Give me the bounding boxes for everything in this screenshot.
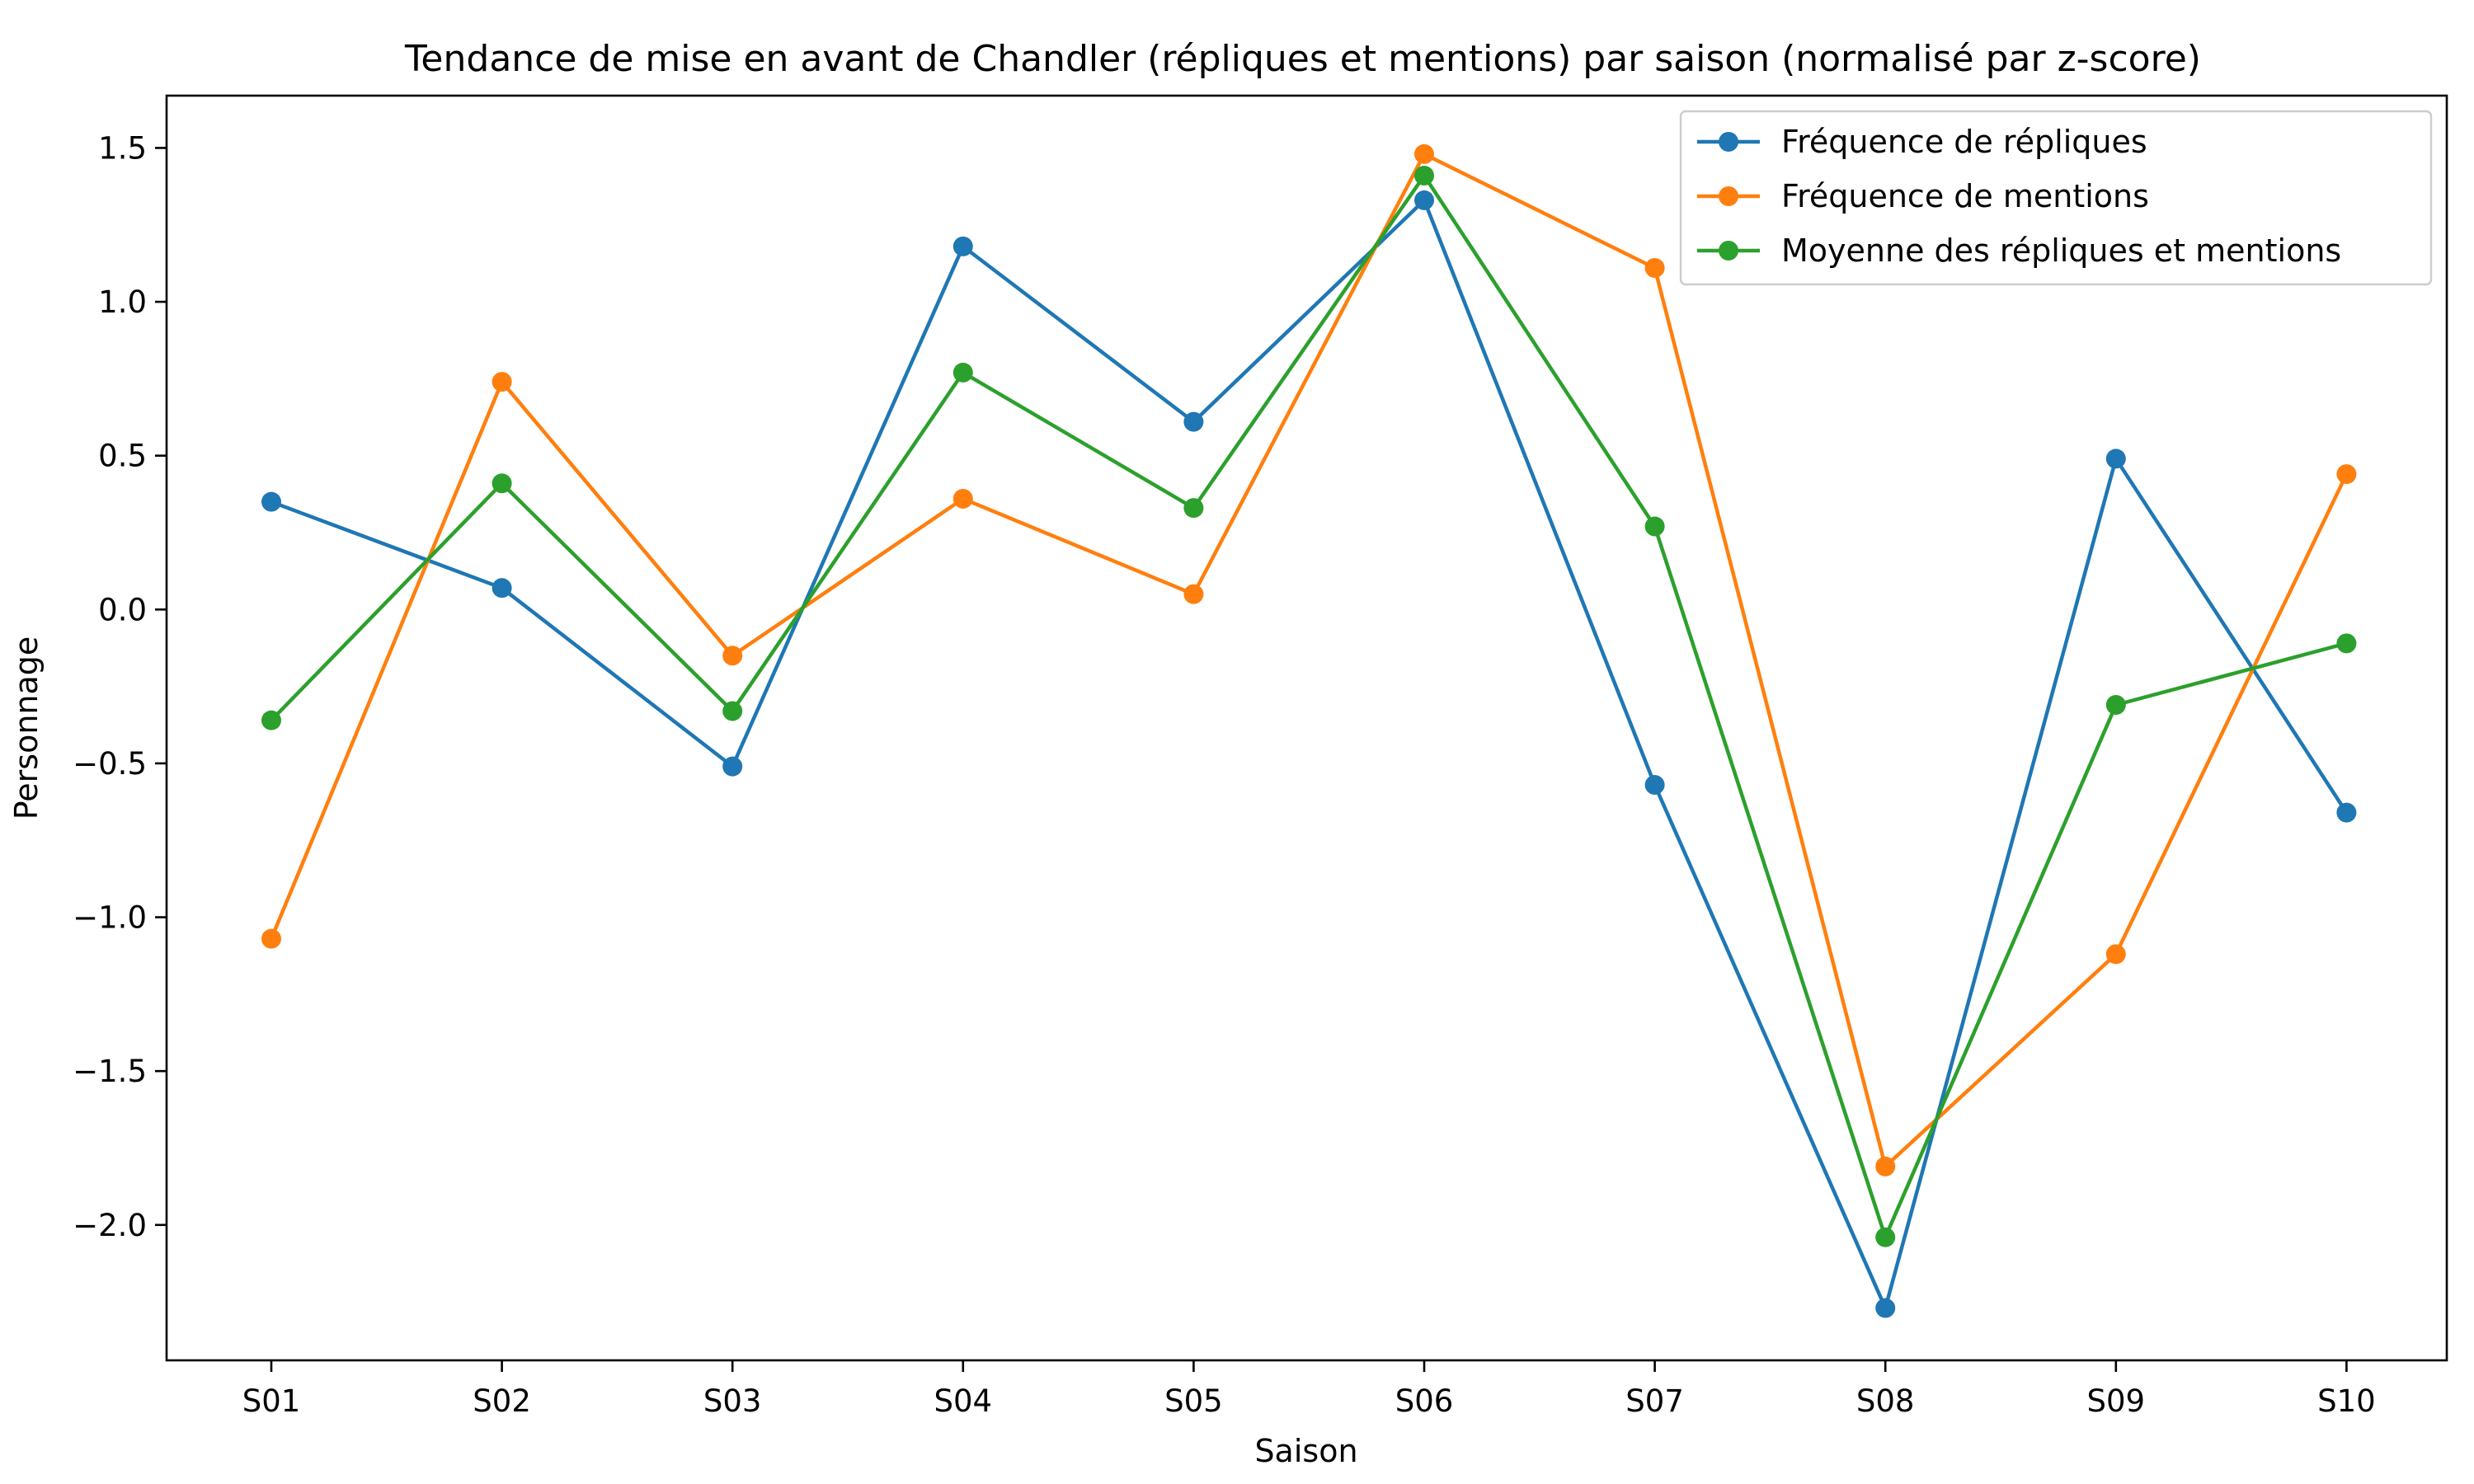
x-tick-label: S07 bbox=[1625, 1383, 1684, 1419]
data-point bbox=[952, 488, 973, 509]
series-2 bbox=[261, 143, 2357, 1176]
data-point bbox=[1644, 775, 1665, 796]
series-line bbox=[269, 198, 2349, 1310]
x-tick-label: S08 bbox=[1856, 1383, 1915, 1419]
y-tick-label: 1.0 bbox=[98, 284, 147, 320]
x-tick-label: S02 bbox=[473, 1383, 531, 1419]
y-tick-label: 1.5 bbox=[98, 130, 147, 166]
y-tick-label: −1.5 bbox=[73, 1054, 147, 1089]
data-point bbox=[261, 710, 281, 730]
series-layer bbox=[261, 143, 2357, 1318]
data-point bbox=[1875, 1156, 1896, 1176]
data-point bbox=[1875, 1227, 1896, 1247]
legend-item: Fréquence de mentions bbox=[1697, 178, 2149, 214]
data-point bbox=[492, 372, 512, 392]
y-tick-label: 0.0 bbox=[98, 592, 147, 627]
data-point bbox=[722, 701, 743, 721]
legend-label: Fréquence de répliques bbox=[1781, 124, 2147, 160]
data-point bbox=[2105, 944, 2126, 965]
data-point bbox=[722, 646, 743, 666]
data-point bbox=[1644, 516, 1665, 537]
y-axis: 1.5 1.0 0.5 0.0 −0.5 −1.0 −1.5 −2.0 bbox=[73, 130, 167, 1243]
series-line bbox=[269, 152, 2349, 1169]
data-point bbox=[1644, 258, 1665, 279]
legend-label: Moyenne des répliques et mentions bbox=[1781, 232, 2341, 269]
data-point bbox=[261, 491, 281, 512]
plot-frame bbox=[165, 94, 2448, 1362]
series-3 bbox=[261, 166, 2357, 1247]
legend-marker bbox=[1719, 186, 1738, 206]
legend-marker bbox=[1719, 241, 1738, 261]
data-point bbox=[492, 473, 512, 494]
data-point bbox=[2105, 695, 2126, 716]
x-tick-label: S01 bbox=[242, 1383, 301, 1419]
y-axis-label: Personnage bbox=[8, 636, 45, 820]
y-tick-label: −2.0 bbox=[73, 1208, 147, 1243]
x-tick-label: S04 bbox=[934, 1383, 993, 1419]
x-axis: S01 S02 S03 S04 S05 S06 S07 S08 S09 S10 bbox=[242, 1360, 2376, 1419]
data-point bbox=[1183, 584, 1204, 604]
legend-marker bbox=[1719, 132, 1738, 152]
chart-title: Tendance de mise en avant de Chandler (r… bbox=[404, 38, 2201, 80]
data-point bbox=[2105, 448, 2126, 469]
data-point bbox=[1183, 411, 1204, 432]
series-1 bbox=[261, 190, 2357, 1318]
x-tick-label: S10 bbox=[2317, 1383, 2376, 1419]
data-point bbox=[1414, 143, 1434, 164]
legend: Fréquence de répliques Fréquence de menti… bbox=[1679, 110, 2433, 286]
y-tick-label: 0.5 bbox=[98, 439, 147, 474]
legend-item: Moyenne des répliques et mentions bbox=[1697, 232, 2341, 269]
legend-box bbox=[1679, 110, 2433, 286]
data-point bbox=[261, 928, 281, 949]
data-point bbox=[952, 236, 973, 256]
data-point bbox=[722, 756, 743, 777]
legend-item: Fréquence de répliques bbox=[1697, 124, 2147, 160]
legend-label: Fréquence de mentions bbox=[1781, 178, 2149, 214]
data-point bbox=[2336, 802, 2357, 823]
x-tick-label: S06 bbox=[1395, 1383, 1454, 1419]
data-point bbox=[1414, 166, 1434, 186]
x-axis-label: Saison bbox=[1254, 1433, 1357, 1469]
data-point bbox=[2336, 464, 2357, 485]
x-tick-label: S05 bbox=[1164, 1383, 1223, 1419]
series-line bbox=[269, 173, 2349, 1239]
data-point bbox=[492, 578, 512, 599]
data-point bbox=[952, 362, 973, 383]
data-point bbox=[1875, 1298, 1896, 1318]
data-point bbox=[1183, 498, 1204, 519]
x-tick-label: S09 bbox=[2087, 1383, 2146, 1419]
data-point bbox=[1414, 190, 1434, 210]
data-point bbox=[2336, 633, 2357, 654]
y-tick-label: −0.5 bbox=[73, 746, 147, 782]
x-tick-label: S03 bbox=[703, 1383, 762, 1419]
y-tick-label: −1.0 bbox=[73, 900, 147, 936]
